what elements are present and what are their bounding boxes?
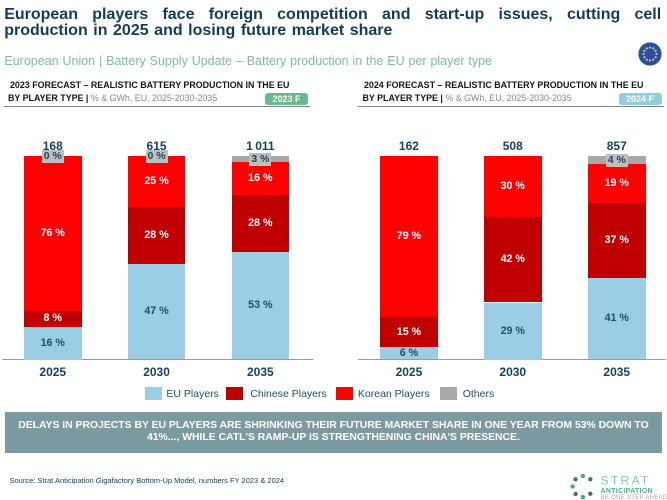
svg-text:STRAT: STRAT	[601, 474, 651, 488]
svg-text:ANTICIPATION: ANTICIPATION	[601, 488, 653, 495]
svg-text:BE ONE STEP AHEAD: BE ONE STEP AHEAD	[601, 495, 667, 500]
